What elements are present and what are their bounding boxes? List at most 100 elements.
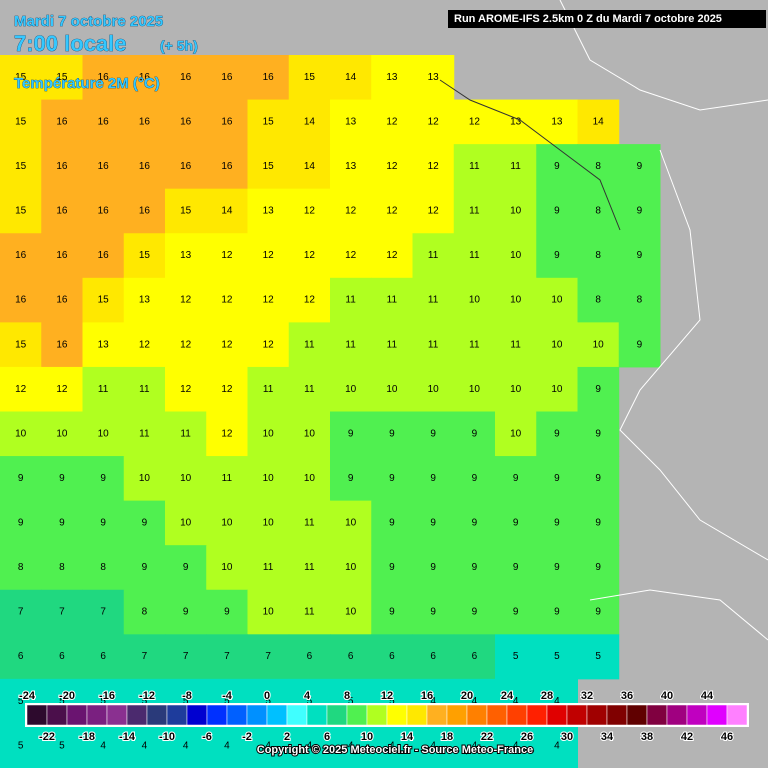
legend-swatch [366,704,388,726]
field-cell [536,277,578,323]
field-cell [41,500,83,546]
field-cell [206,322,248,368]
field-value: 9 [637,339,643,350]
field-cell [330,99,372,145]
legend-swatch [146,704,168,726]
legend-swatch [46,704,68,726]
field-cell [165,456,207,502]
legend-label: 18 [441,731,453,743]
field-value: 11 [510,161,521,172]
field-cell [0,589,42,635]
legend-swatch [386,704,408,726]
field-value: 10 [139,473,151,484]
field-value: 12 [469,116,481,127]
field-value: 12 [221,428,233,439]
field-value: 10 [551,295,563,306]
field-value: 8 [59,562,65,573]
field-value: 13 [428,72,440,83]
field-value: 10 [304,473,316,484]
field-value: 10 [98,428,110,439]
field-value: 7 [18,607,24,618]
field-value: 5 [307,696,313,707]
offset-label: (+ 5h) [160,38,198,54]
field-cell [536,723,578,768]
field-cell [577,366,620,412]
field-value: 8 [595,161,601,172]
field-cell [288,723,331,768]
field-cell [495,634,537,680]
field-value: 5 [142,696,148,707]
field-value: 12 [386,250,398,261]
field-cell [371,723,413,768]
field-value: 9 [389,562,395,573]
field-cell [618,188,661,234]
field-value: 4 [389,740,395,751]
field-cell [412,188,455,234]
field-cell [165,99,207,145]
field-value: 9 [554,161,560,172]
legend-swatch [206,704,228,726]
field-cell [82,188,125,234]
run-banner [448,10,766,28]
legend-swatch [286,704,308,726]
field-value: 9 [637,161,643,172]
field-value: 9 [554,473,560,484]
field-value: 9 [513,473,519,484]
field-value: 9 [513,518,519,529]
field-value: 11 [180,428,191,439]
legend-label: -18 [79,731,95,743]
field-value: 12 [180,339,192,350]
field-cell [123,277,166,323]
field-value: 10 [304,428,316,439]
field-value: 9 [430,607,436,618]
field-value: 8 [18,562,24,573]
legend-swatch [486,704,508,726]
field-value: 12 [221,384,233,395]
field-cell [536,545,578,591]
field-value: 12 [345,206,357,217]
field-cell [288,366,331,412]
legend-label: 40 [661,690,673,702]
field-cell [536,634,578,680]
field-cell [371,322,413,368]
field-value: 12 [428,206,440,217]
legend-swatch [726,704,748,726]
field-cell [288,233,331,279]
field-value: 11 [428,339,439,350]
field-value: 12 [221,339,233,350]
field-cell [123,144,166,190]
field-value: 9 [389,518,395,529]
legend-swatch [66,704,88,726]
field-cell [165,55,207,101]
field-cell [0,99,42,145]
field-cell [412,545,455,591]
field-cell [206,55,248,101]
field-value: 9 [348,473,354,484]
field-value: 4 [554,696,560,707]
field-value: 6 [18,651,24,662]
field-value: 10 [263,473,275,484]
field-value: 6 [430,651,436,662]
field-value: 16 [56,161,68,172]
legend-swatch [306,704,328,726]
field-cell [247,589,290,635]
field-cell [165,723,207,768]
legend-swatch [526,704,548,726]
field-cell [536,144,578,190]
field-cell [247,634,290,680]
field-cell [536,589,578,635]
field-cell [288,144,331,190]
legend-label: -6 [202,731,212,743]
field-cell [330,322,372,368]
field-cell [165,277,207,323]
field-value: 5 [554,651,560,662]
field-cell [165,144,207,190]
field-cell [288,589,331,635]
field-cell [247,456,290,502]
field-value: 8 [595,250,601,261]
legend-label: -4 [222,690,233,702]
field-cell [330,545,372,591]
field-value: 9 [183,562,189,573]
legend-label: 0 [264,690,270,702]
field-value: 16 [139,161,151,172]
